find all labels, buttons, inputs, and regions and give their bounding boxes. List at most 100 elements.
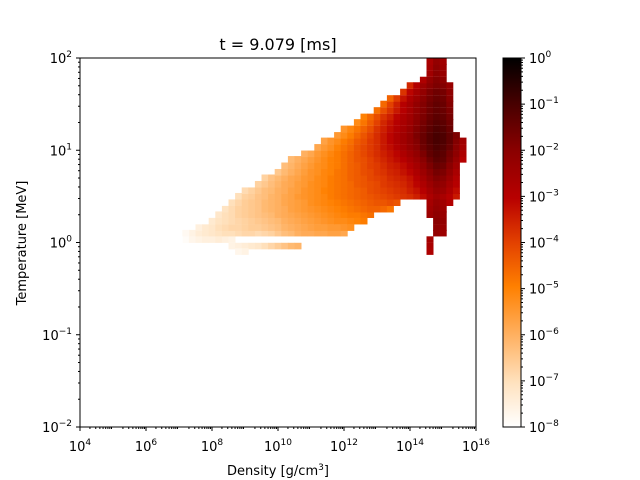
heatmap-cell bbox=[386, 113, 394, 121]
heatmap-cell bbox=[294, 168, 302, 176]
heatmap-cell bbox=[248, 192, 256, 200]
heatmap-cell bbox=[433, 137, 441, 145]
heatmap-cell bbox=[294, 174, 302, 182]
heatmap-cell bbox=[419, 76, 427, 84]
heatmap-cell bbox=[274, 217, 282, 225]
heatmap-cell bbox=[327, 144, 335, 151]
heatmap-cell bbox=[446, 137, 454, 145]
heatmap-cell bbox=[340, 192, 348, 200]
heatmap-cell bbox=[340, 174, 348, 182]
heatmap-cell bbox=[433, 224, 441, 231]
heatmap-cell bbox=[347, 162, 355, 170]
heatmap-cell bbox=[188, 236, 196, 243]
heatmap-cell bbox=[188, 229, 196, 237]
heatmap-cell bbox=[406, 144, 414, 151]
heatmap-cell bbox=[340, 156, 348, 163]
heatmap-cell bbox=[380, 119, 388, 126]
heatmap-cell bbox=[393, 137, 401, 145]
heatmap-cell bbox=[347, 217, 355, 225]
heatmap-cell bbox=[248, 205, 256, 213]
heatmap-cell bbox=[235, 224, 243, 231]
heatmap-cell bbox=[373, 205, 381, 213]
heatmap-cell bbox=[287, 162, 295, 170]
heatmap-cell bbox=[314, 229, 322, 237]
heatmap-cell bbox=[406, 125, 414, 133]
heatmap-cell bbox=[287, 229, 295, 237]
heatmap-cell bbox=[380, 100, 388, 108]
heatmap-cell bbox=[406, 168, 414, 176]
heatmap-cell bbox=[281, 180, 289, 188]
heatmap-cell bbox=[433, 88, 441, 96]
heatmap-cell bbox=[439, 180, 447, 188]
heatmap-cell bbox=[254, 192, 262, 200]
heatmap-cell bbox=[235, 229, 243, 237]
heatmap-cell bbox=[327, 199, 335, 206]
heatmap-cell bbox=[215, 211, 223, 218]
heatmap-cell bbox=[367, 156, 375, 163]
heatmap-cell bbox=[367, 113, 375, 121]
heatmap-cell bbox=[347, 180, 355, 188]
heatmap-cell bbox=[241, 217, 249, 225]
heatmap-cell bbox=[195, 229, 203, 237]
heatmap-cell bbox=[175, 236, 183, 243]
heatmap-cell bbox=[439, 100, 447, 108]
heatmap-cell bbox=[208, 217, 216, 225]
heatmap-cell bbox=[334, 156, 342, 163]
heatmap-cell bbox=[320, 174, 328, 182]
heatmap-cell bbox=[413, 113, 421, 121]
heatmap-cell bbox=[400, 119, 408, 126]
colorbar-tick-label: 10−7 bbox=[529, 373, 559, 390]
heatmap-cell bbox=[393, 144, 401, 151]
heatmap-cell bbox=[419, 192, 427, 200]
heatmap-cell bbox=[221, 229, 229, 237]
heatmap-cell bbox=[433, 125, 441, 133]
heatmap-cell bbox=[459, 150, 467, 158]
heatmap-cell bbox=[419, 132, 427, 139]
heatmap-cell bbox=[215, 229, 223, 237]
heatmap-cell bbox=[334, 229, 342, 237]
heatmap-cell bbox=[274, 242, 282, 250]
heatmap-cell bbox=[274, 180, 282, 188]
heatmap-cell bbox=[446, 95, 454, 102]
heatmap-cell bbox=[373, 150, 381, 158]
heatmap-cell bbox=[353, 187, 361, 195]
heatmap-cell bbox=[360, 187, 368, 195]
heatmap-cell bbox=[433, 229, 441, 237]
heatmap-cell bbox=[347, 211, 355, 218]
heatmap-cell bbox=[228, 205, 236, 213]
heatmap-cell bbox=[301, 199, 309, 206]
heatmap-cell bbox=[294, 187, 302, 195]
colorbar-tick-label: 10−1 bbox=[529, 96, 559, 113]
heatmap-cell bbox=[439, 224, 447, 231]
heatmap-cell bbox=[419, 82, 427, 89]
heatmap-cell bbox=[393, 162, 401, 170]
heatmap-cell bbox=[353, 162, 361, 170]
heatmap-cell bbox=[347, 156, 355, 163]
heatmap-cell bbox=[314, 211, 322, 218]
y-tick-label: 102 bbox=[50, 50, 72, 67]
heatmap-cell bbox=[386, 156, 394, 163]
heatmap-cell bbox=[340, 199, 348, 206]
heatmap-cell bbox=[254, 180, 262, 188]
heatmap-cell bbox=[367, 119, 375, 126]
heatmap-cell bbox=[241, 205, 249, 213]
heatmap-cell bbox=[347, 132, 355, 139]
heatmap-cell bbox=[268, 199, 276, 206]
heatmap-cell bbox=[353, 199, 361, 206]
heatmap-cell bbox=[353, 156, 361, 163]
colorbar-ticks: 10−8 10−7 10−6 10−5 10−4 10−3 10−2 10−1 100 bbox=[521, 50, 559, 436]
heatmap-cell bbox=[446, 113, 454, 121]
heatmap-cell bbox=[347, 168, 355, 176]
heatmap-cell bbox=[406, 107, 414, 114]
heatmap-cell bbox=[360, 113, 368, 121]
heatmap-cell bbox=[386, 187, 394, 195]
heatmap-cell bbox=[360, 125, 368, 133]
heatmap-cell bbox=[301, 168, 309, 176]
heatmap-cell bbox=[452, 192, 460, 200]
heatmap-cell bbox=[367, 174, 375, 182]
heatmap-cell bbox=[439, 82, 447, 89]
heatmap-cell bbox=[314, 156, 322, 163]
heatmap-cell bbox=[433, 58, 441, 65]
heatmap-cell bbox=[386, 144, 394, 151]
